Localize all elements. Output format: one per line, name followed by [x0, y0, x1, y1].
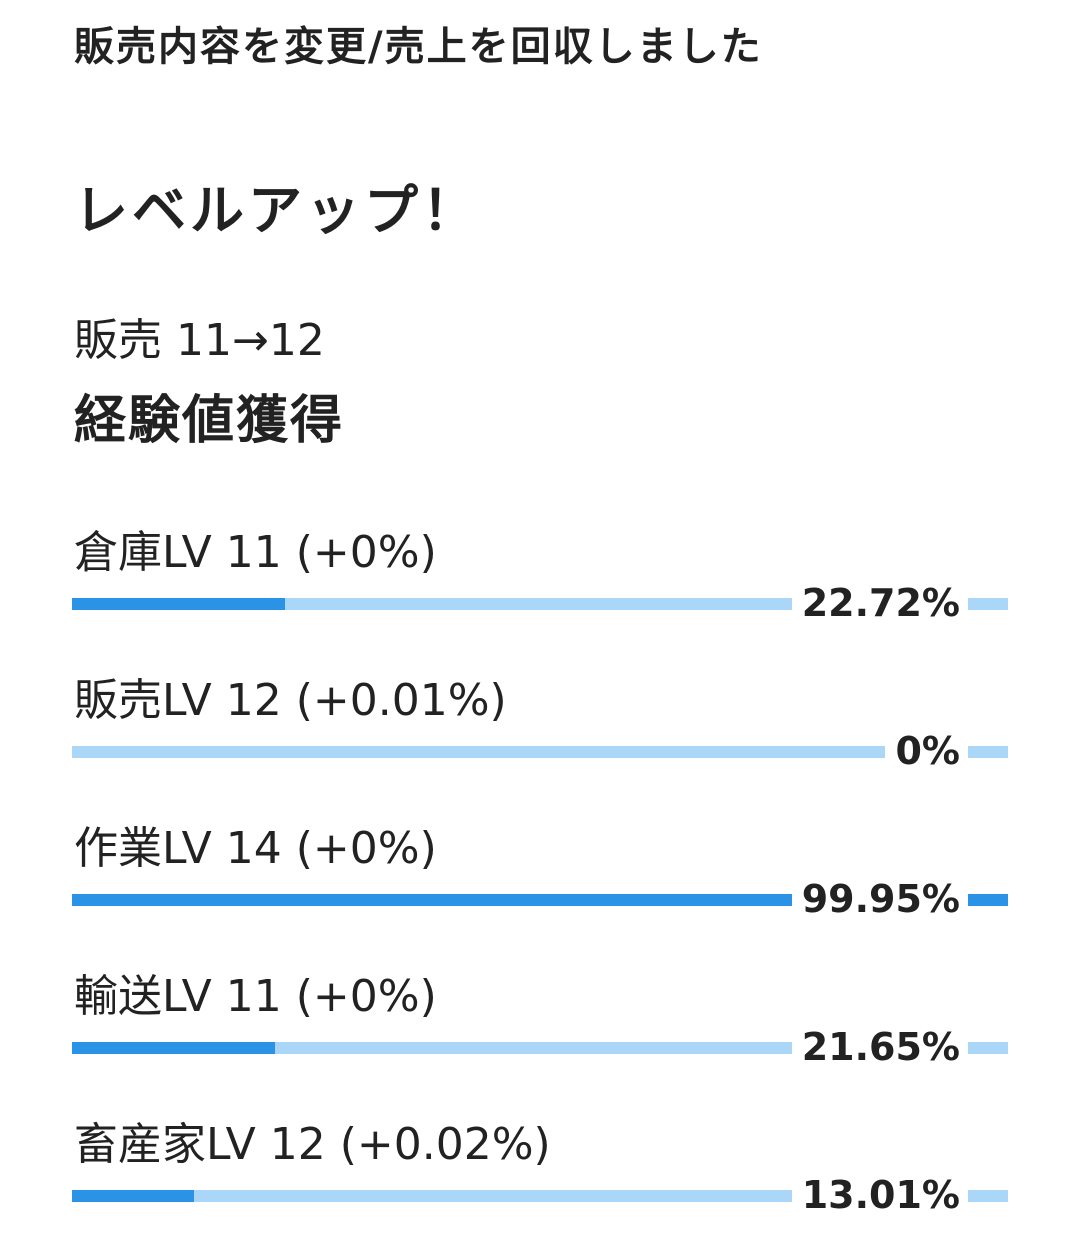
progress-bar: 22.72%	[72, 576, 1008, 630]
levelup-title: レベルアップ！	[74, 179, 480, 242]
skill-item: 作業LV 14 (+0%) 99.95%	[0, 812, 1080, 952]
progress-bar-fill	[72, 598, 285, 610]
progress-percent: 21.65%	[791, 1020, 968, 1074]
exp-title: 経験値獲得	[74, 391, 345, 451]
skill-label: 販売LV 12 (+0.01%)	[74, 675, 507, 726]
skill-label: 倉庫LV 11 (+0%)	[74, 527, 437, 578]
skill-item: 倉庫LV 11 (+0%) 22.72%	[0, 516, 1080, 656]
progress-bar: 21.65%	[72, 1020, 1008, 1074]
progress-bar-fill	[72, 1042, 275, 1054]
notice-text: 販売内容を変更/売上を回収しました	[74, 24, 763, 70]
skill-item: 販売LV 12 (+0.01%) 0%	[0, 664, 1080, 804]
progress-percent: 0%	[885, 724, 968, 778]
skill-label: 輸送LV 11 (+0%)	[74, 971, 437, 1022]
skill-label: 作業LV 14 (+0%)	[74, 823, 437, 874]
progress-bar-fill	[72, 1190, 194, 1202]
progress-bar: 0%	[72, 724, 1008, 778]
skill-label: 畜産家LV 12 (+0.02%)	[74, 1119, 551, 1170]
progress-percent: 99.95%	[791, 872, 968, 926]
skill-item: 畜産家LV 12 (+0.02%) 13.01%	[0, 1108, 1080, 1248]
progress-bar-fill	[72, 894, 1008, 906]
skill-item: 輸送LV 11 (+0%) 21.65%	[0, 960, 1080, 1100]
progress-bar: 99.95%	[72, 872, 1008, 926]
progress-percent: 13.01%	[791, 1168, 968, 1222]
progress-bar: 13.01%	[72, 1168, 1008, 1222]
progress-percent: 22.72%	[791, 576, 968, 630]
levelup-line: 販売 11→12	[74, 315, 325, 366]
